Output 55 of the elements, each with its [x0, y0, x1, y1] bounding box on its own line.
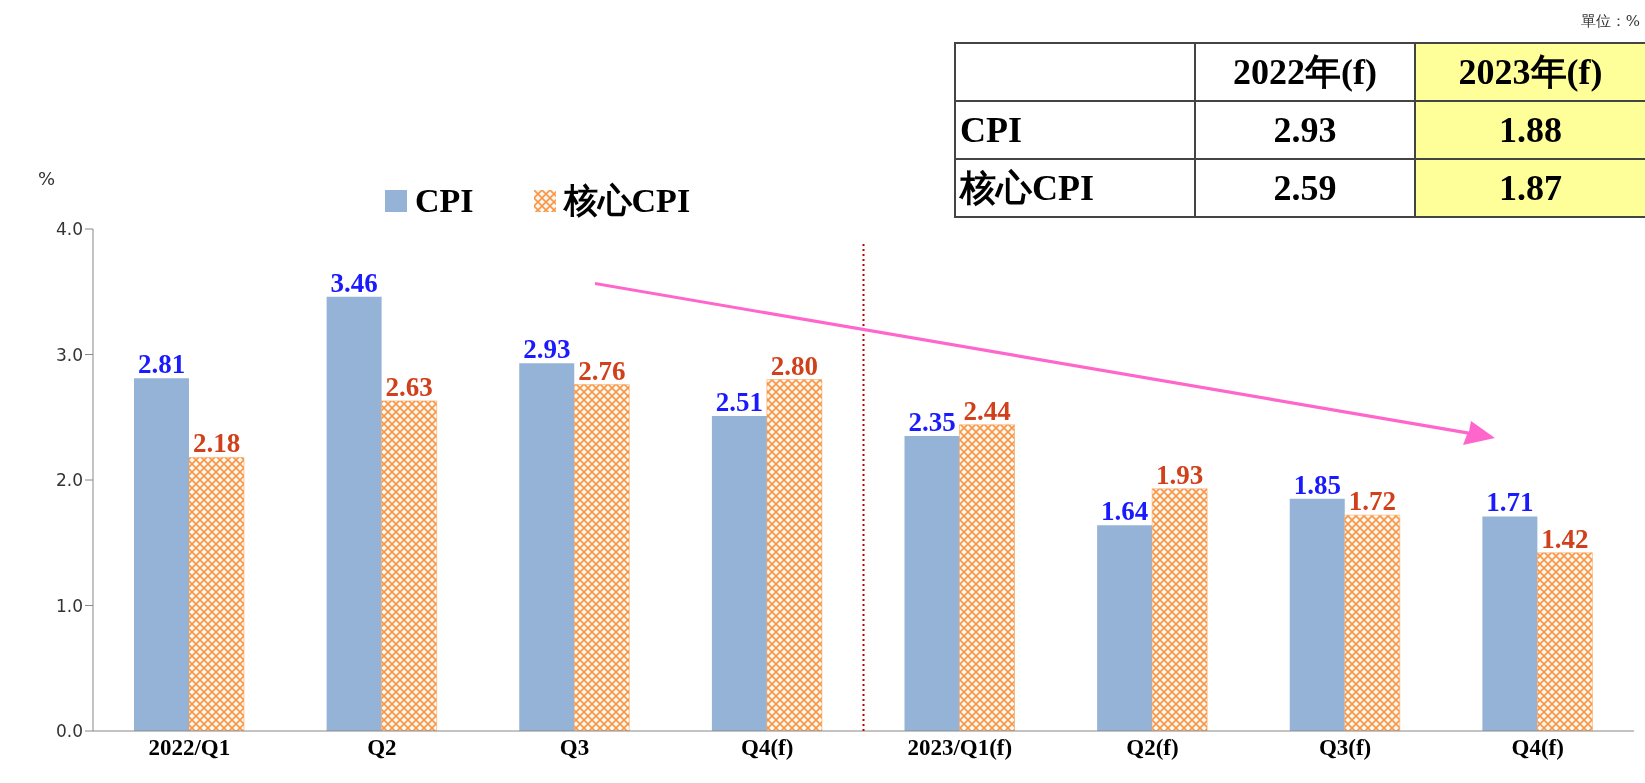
x-tick-label: 2023年(f): [1415, 43, 1645, 101]
y-tick-label: 4.0: [55, 219, 83, 240]
data-label: 1.64: [1101, 496, 1149, 527]
data-label: 2.93: [523, 334, 571, 365]
bar: [574, 384, 630, 731]
data-label: 2.81: [137, 349, 186, 380]
bar: [188, 457, 245, 731]
data-label: 2.59: [1195, 159, 1415, 217]
y-tick-label: 3.0: [55, 344, 83, 365]
bar: [519, 363, 575, 731]
bar: [381, 400, 437, 731]
x-tick-label: Q4(f): [741, 735, 794, 761]
x-tick-label: Q2: [367, 735, 397, 761]
data-label: 2.44: [963, 395, 1011, 426]
x-tick-label: Q3(f): [1318, 735, 1372, 761]
bar: [959, 424, 1015, 731]
legend-label: CPI: [415, 182, 474, 220]
bar: [134, 378, 189, 731]
data-label: 1.72: [1348, 486, 1396, 517]
y-axis-title: %: [38, 168, 56, 189]
data-label: 2.93: [1195, 101, 1415, 159]
bar: [326, 296, 382, 731]
bar: [1482, 516, 1538, 731]
bar: [1289, 498, 1345, 731]
legend-label: 核心CPI: [563, 181, 691, 221]
data-label: 2.63: [385, 371, 433, 402]
x-tick-label: Q2(f): [1126, 735, 1179, 761]
data-label: 1.87: [1415, 159, 1645, 217]
data-label: 3.46: [330, 267, 378, 298]
bar: [711, 416, 767, 731]
data-label: 1.71: [1486, 487, 1534, 518]
bar: [1097, 525, 1153, 731]
text: 單位：%: [1580, 12, 1640, 30]
bar: [1151, 488, 1208, 731]
data-label: 1.85: [1293, 469, 1341, 500]
x-tick-label: 2023/Q1(f): [907, 735, 1013, 761]
bar: [904, 436, 960, 731]
data-label: 1.88: [1415, 101, 1645, 159]
x-tick-label: 2022年(f): [1195, 43, 1415, 101]
y-tick-label: 2.0: [55, 470, 83, 491]
y-tick-label: 0.0: [55, 721, 83, 742]
data-label: 1.93: [1156, 459, 1204, 490]
bar: [1344, 514, 1400, 731]
x-tick-label: Q3: [559, 735, 590, 761]
x-tick-label: 2022/Q1: [148, 735, 231, 761]
data-label: 2.76: [578, 355, 626, 386]
bar: [766, 379, 823, 731]
y-tick-label: 1.0: [55, 595, 83, 616]
x-tick-label: Q4(f): [1511, 735, 1564, 761]
bar: [1537, 552, 1593, 731]
data-label: 2.51: [715, 386, 763, 417]
data-label: 2.35: [908, 407, 956, 438]
data-label: 2.80: [770, 350, 818, 381]
data-label: 1.42: [1541, 523, 1589, 554]
data-label: 2.18: [192, 428, 241, 459]
